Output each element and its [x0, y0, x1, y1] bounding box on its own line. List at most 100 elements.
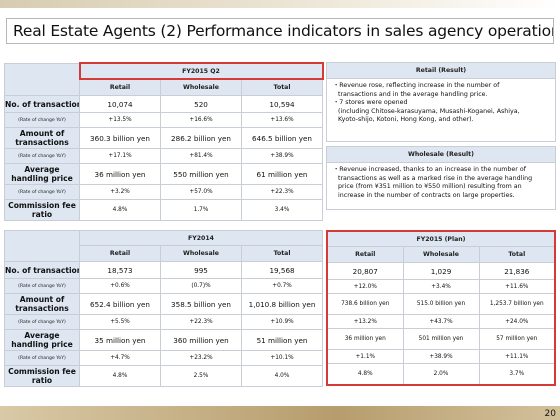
cell-yoy: +3.2% — [79, 184, 161, 200]
cell-yoy: +0.7% — [240, 278, 324, 294]
retail-result-line: transactions and in the average handling… — [338, 90, 488, 98]
row-label-yoy: (Rate of change YoY) — [4, 148, 80, 164]
cell-yoy: +17.1% — [79, 148, 161, 164]
cell-value: 4.8% — [326, 363, 404, 385]
cell-value: 2.5% — [160, 365, 242, 387]
col-header-retail: Retail — [326, 246, 404, 263]
cell-yoy: +0.6% — [79, 278, 161, 294]
row-label-yoy: (Rate of change YoY) — [4, 112, 80, 128]
cell-value: 646.5 billion yen — [241, 127, 323, 149]
cell-value: 360 million yen — [160, 329, 242, 351]
cell-value: 501 million yen — [402, 328, 480, 350]
cell-yoy: +16.6% — [160, 112, 242, 128]
cell-yoy: +11.1% — [478, 349, 556, 364]
wholesale-result-line: increase in the number of contracts on l… — [338, 191, 515, 199]
col-header-retail: Retail — [79, 245, 161, 262]
cell-value: 1,010.8 billion yen — [240, 293, 324, 315]
cell-yoy: +12.0% — [326, 279, 404, 294]
cell-value: 19,568 — [240, 261, 324, 279]
col-header-total: Total — [478, 246, 556, 263]
cell-value: 4.0% — [240, 365, 324, 387]
cell-value: 4.8% — [79, 199, 161, 221]
cell-value: 35 million yen — [79, 329, 161, 351]
cell-value: 36 million yen — [79, 163, 161, 185]
row-label-commission: Commission fee ratio — [4, 199, 80, 221]
cell-value: 20,807 — [326, 262, 404, 280]
row-label-price: Average handling price — [4, 163, 80, 185]
col-header-total: Total — [240, 245, 324, 262]
cell-value: 10,594 — [241, 95, 323, 113]
col-header-wholesale: Wholesale — [160, 78, 242, 96]
retail-result-heading: Retail (Result) — [327, 63, 555, 79]
cell-value: 1,253.7 billion yen — [478, 293, 556, 315]
cell-yoy: +22.3% — [160, 314, 242, 330]
col-header-wholesale: Wholesale — [160, 245, 242, 262]
cell-yoy: (0.7)% — [160, 278, 242, 294]
retail-result-box: Retail (Result) ・Revenue rose, reflectin… — [326, 62, 556, 142]
cell-value: 18,573 — [79, 261, 161, 279]
cell-value: 995 — [160, 261, 242, 279]
row-label-amount: Amount of transactions — [4, 127, 80, 149]
retail-result-line: Kyoto-shijo, Kotoni, Hong Kong, and othe… — [338, 116, 474, 124]
cell-value: 51 million yen — [240, 329, 324, 351]
cell-yoy: +4.7% — [79, 350, 161, 366]
cell-value: 2.0% — [402, 363, 480, 385]
retail-result-line: (including Chitose-karasuyama, Musashi-K… — [338, 107, 520, 115]
cell-yoy: +13.2% — [326, 314, 404, 329]
cell-value: 515.0 billion yen — [402, 293, 480, 315]
cell-value: 3.7% — [478, 363, 556, 385]
row-label-yoy: (Rate of change YoY) — [4, 278, 80, 294]
cell-yoy: +13.6% — [241, 112, 323, 128]
page-number: 20 — [544, 409, 556, 419]
empty-corner-cell — [4, 62, 80, 96]
row-label-yoy: (Rate of change YoY) — [4, 350, 80, 366]
cell-value: 520 — [160, 95, 242, 113]
cell-yoy: +11.6% — [478, 279, 556, 294]
wholesale-result-line: price (from ¥351 million to ¥550 million… — [338, 183, 522, 191]
cell-yoy: +24.0% — [478, 314, 556, 329]
retail-result-line: ・7 stores were opened — [333, 99, 408, 107]
cell-yoy: +22.3% — [241, 184, 323, 200]
cell-value: 3.4% — [241, 199, 323, 221]
cell-value: 10,074 — [79, 95, 161, 113]
cell-value: 652.4 billion yen — [79, 293, 161, 315]
cell-yoy: +5.5% — [79, 314, 161, 330]
cell-yoy: +23.2% — [160, 350, 242, 366]
cell-yoy: +38.9% — [402, 349, 480, 364]
wholesale-result-line: ・Revenue increased, thanks to an increas… — [333, 166, 526, 173]
cell-value: 21,836 — [478, 262, 556, 280]
cell-yoy: +3.4% — [402, 279, 480, 294]
cell-yoy: +1.1% — [326, 349, 404, 364]
cell-value: 360.3 billion yen — [79, 127, 161, 149]
row-label-yoy: (Rate of change YoY) — [4, 184, 80, 200]
cell-value: 1.7% — [160, 199, 242, 221]
cell-value: 358.5 billion yen — [160, 293, 242, 315]
period-header: FY2015 (Plan) — [326, 230, 556, 247]
cell-value: 738.6 billion yen — [326, 293, 404, 315]
col-header-wholesale: Wholesale — [402, 246, 480, 263]
col-header-total: Total — [241, 78, 323, 96]
top-decor-bar — [0, 0, 560, 8]
cell-yoy: +38.9% — [241, 148, 323, 164]
cell-value: 36 million yen — [326, 328, 404, 350]
cell-yoy: +10.9% — [240, 314, 324, 330]
row-label-yoy: (Rate of change YoY) — [4, 314, 80, 330]
row-label-transactions: No. of transactions — [4, 95, 80, 113]
empty-corner-cell — [4, 230, 80, 262]
page-title: Real Estate Agents (2) Performance indic… — [6, 18, 554, 44]
wholesale-result-text: ・Revenue increased, thanks to an increas… — [327, 163, 555, 202]
wholesale-result-line: transactions as well as a marked rise in… — [338, 174, 533, 182]
cell-yoy: +81.4% — [160, 148, 242, 164]
cell-value: 1,029 — [402, 262, 480, 280]
cell-value: 61 million yen — [241, 163, 323, 185]
cell-value: 57 million yen — [478, 328, 556, 350]
row-label-price: Average handling price — [4, 329, 80, 351]
period-header: FY2014 — [78, 230, 324, 246]
period-header: FY2015 Q2 — [78, 62, 324, 80]
cell-yoy: +13.5% — [79, 112, 161, 128]
cell-value: 286.2 billion yen — [160, 127, 242, 149]
retail-result-text: ・Revenue rose, reflecting increase in th… — [327, 79, 555, 127]
wholesale-result-heading: Wholesale (Result) — [327, 147, 555, 163]
cell-value: 550 million yen — [160, 163, 242, 185]
wholesale-result-box: Wholesale (Result) ・Revenue increased, t… — [326, 146, 556, 210]
